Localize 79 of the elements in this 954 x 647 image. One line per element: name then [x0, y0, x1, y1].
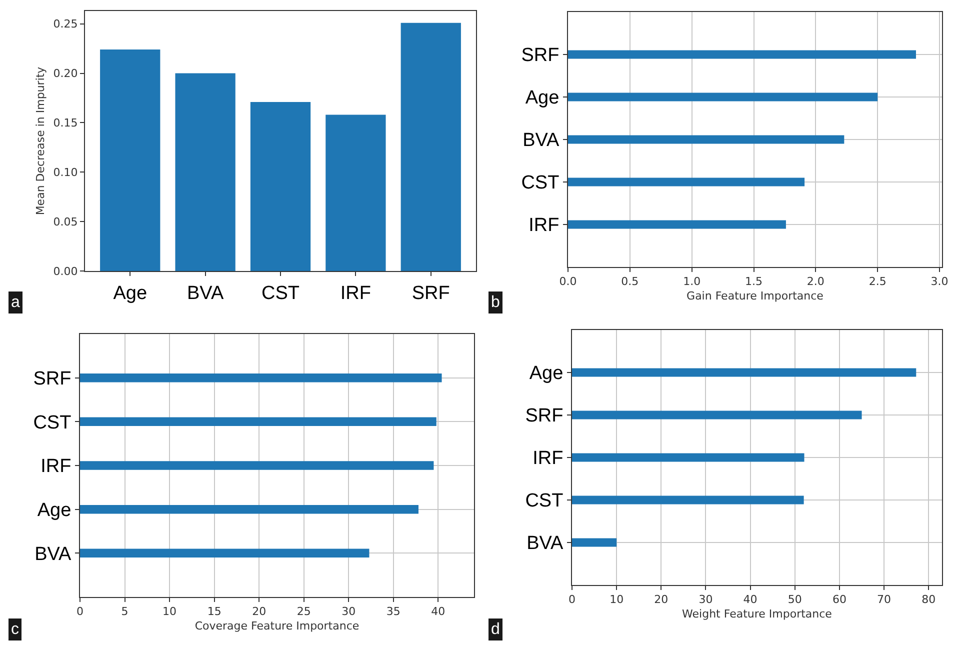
bar — [175, 73, 236, 271]
x-tick-label: 1.5 — [745, 275, 763, 288]
bar — [80, 461, 434, 470]
x-tick-label: 60 — [832, 593, 846, 606]
x-tick-label: 0.5 — [621, 275, 639, 288]
y-tick-label: SRF — [33, 368, 72, 390]
y-tick-label: CST — [521, 172, 560, 194]
y-tick-label: BVA — [526, 533, 564, 554]
y-tick-label: 0.00 — [53, 264, 78, 278]
bar — [568, 135, 844, 144]
bar — [568, 178, 805, 186]
x-tick-label: 5 — [121, 605, 128, 618]
x-tick-label: Age — [113, 282, 148, 304]
y-tick-label: IRF — [532, 448, 564, 470]
x-tick-label: 80 — [922, 593, 936, 606]
x-tick-label: 20 — [654, 593, 668, 606]
y-tick-label: CST — [525, 490, 564, 512]
x-tick-label: 0 — [568, 593, 576, 606]
bar — [400, 22, 461, 271]
x-tick-label: 40 — [431, 605, 446, 618]
x-tick-label: 20 — [252, 605, 266, 618]
y-tick-label: IRF — [40, 456, 72, 478]
x-tick-label: 70 — [877, 593, 892, 606]
y-tick-label: 0.05 — [53, 215, 78, 228]
text: a — [11, 294, 20, 311]
y-axis-title: Mean Decrease in Impurity — [34, 66, 47, 216]
x-axis-title: Coverage Feature Importance — [194, 619, 360, 632]
bar — [80, 548, 370, 558]
y-tick-label: 0.15 — [53, 116, 78, 130]
x-tick-label: CST — [262, 282, 300, 304]
y-tick-label: BVA — [522, 130, 560, 152]
x-tick-label: 50 — [788, 593, 802, 606]
x-tick-label: SRF — [412, 282, 450, 304]
y-tick-label: CST — [33, 412, 72, 434]
y-tick-label: Age — [529, 363, 564, 384]
x-tick-label: 30 — [342, 605, 356, 618]
text: b — [491, 294, 500, 311]
bar — [572, 538, 617, 547]
x-tick-label: 10 — [162, 605, 177, 618]
bar — [80, 504, 418, 514]
x-tick-label: 25 — [296, 605, 311, 618]
x-tick-label: 30 — [698, 593, 713, 606]
bar — [572, 453, 804, 462]
bar — [100, 50, 160, 271]
y-tick-label: SRF — [525, 406, 564, 427]
bar — [572, 410, 862, 420]
x-tick-label: 2.5 — [868, 275, 886, 288]
y-tick-label: 0.20 — [53, 67, 78, 80]
x-tick-label: 2.0 — [806, 275, 824, 288]
bar — [568, 92, 878, 102]
bar — [326, 114, 386, 271]
bar — [250, 102, 311, 271]
bar — [80, 417, 436, 426]
x-tick-label: 15 — [207, 605, 222, 618]
bar — [568, 220, 786, 229]
y-tick-label: 0.25 — [53, 18, 78, 31]
bar — [80, 373, 442, 382]
x-axis-title: Gain Feature Importance — [686, 289, 824, 302]
bar — [572, 368, 916, 377]
x-tick-label: 40 — [743, 593, 758, 606]
x-axis-title: Weight Feature Importance — [682, 607, 832, 620]
bar — [572, 496, 804, 504]
text: d — [491, 621, 500, 638]
x-tick-label: 3.0 — [930, 275, 948, 288]
text: c — [11, 621, 19, 638]
x-tick-label: BVA — [187, 282, 224, 304]
y-tick-label: SRF — [521, 45, 560, 66]
y-tick-label: BVA — [34, 544, 72, 565]
x-tick-label: 0 — [76, 605, 84, 618]
x-tick-label: 10 — [610, 593, 624, 606]
x-tick-label: IRF — [340, 282, 371, 304]
x-tick-label: 1.0 — [683, 275, 701, 288]
y-tick-label: 0.10 — [53, 166, 78, 179]
bar — [568, 50, 916, 59]
y-tick-label: Age — [37, 500, 72, 521]
y-tick-label: Age — [525, 88, 560, 109]
x-tick-label: 35 — [386, 605, 400, 618]
x-tick-label: 0.0 — [559, 275, 577, 288]
y-tick-label: IRF — [528, 215, 560, 236]
